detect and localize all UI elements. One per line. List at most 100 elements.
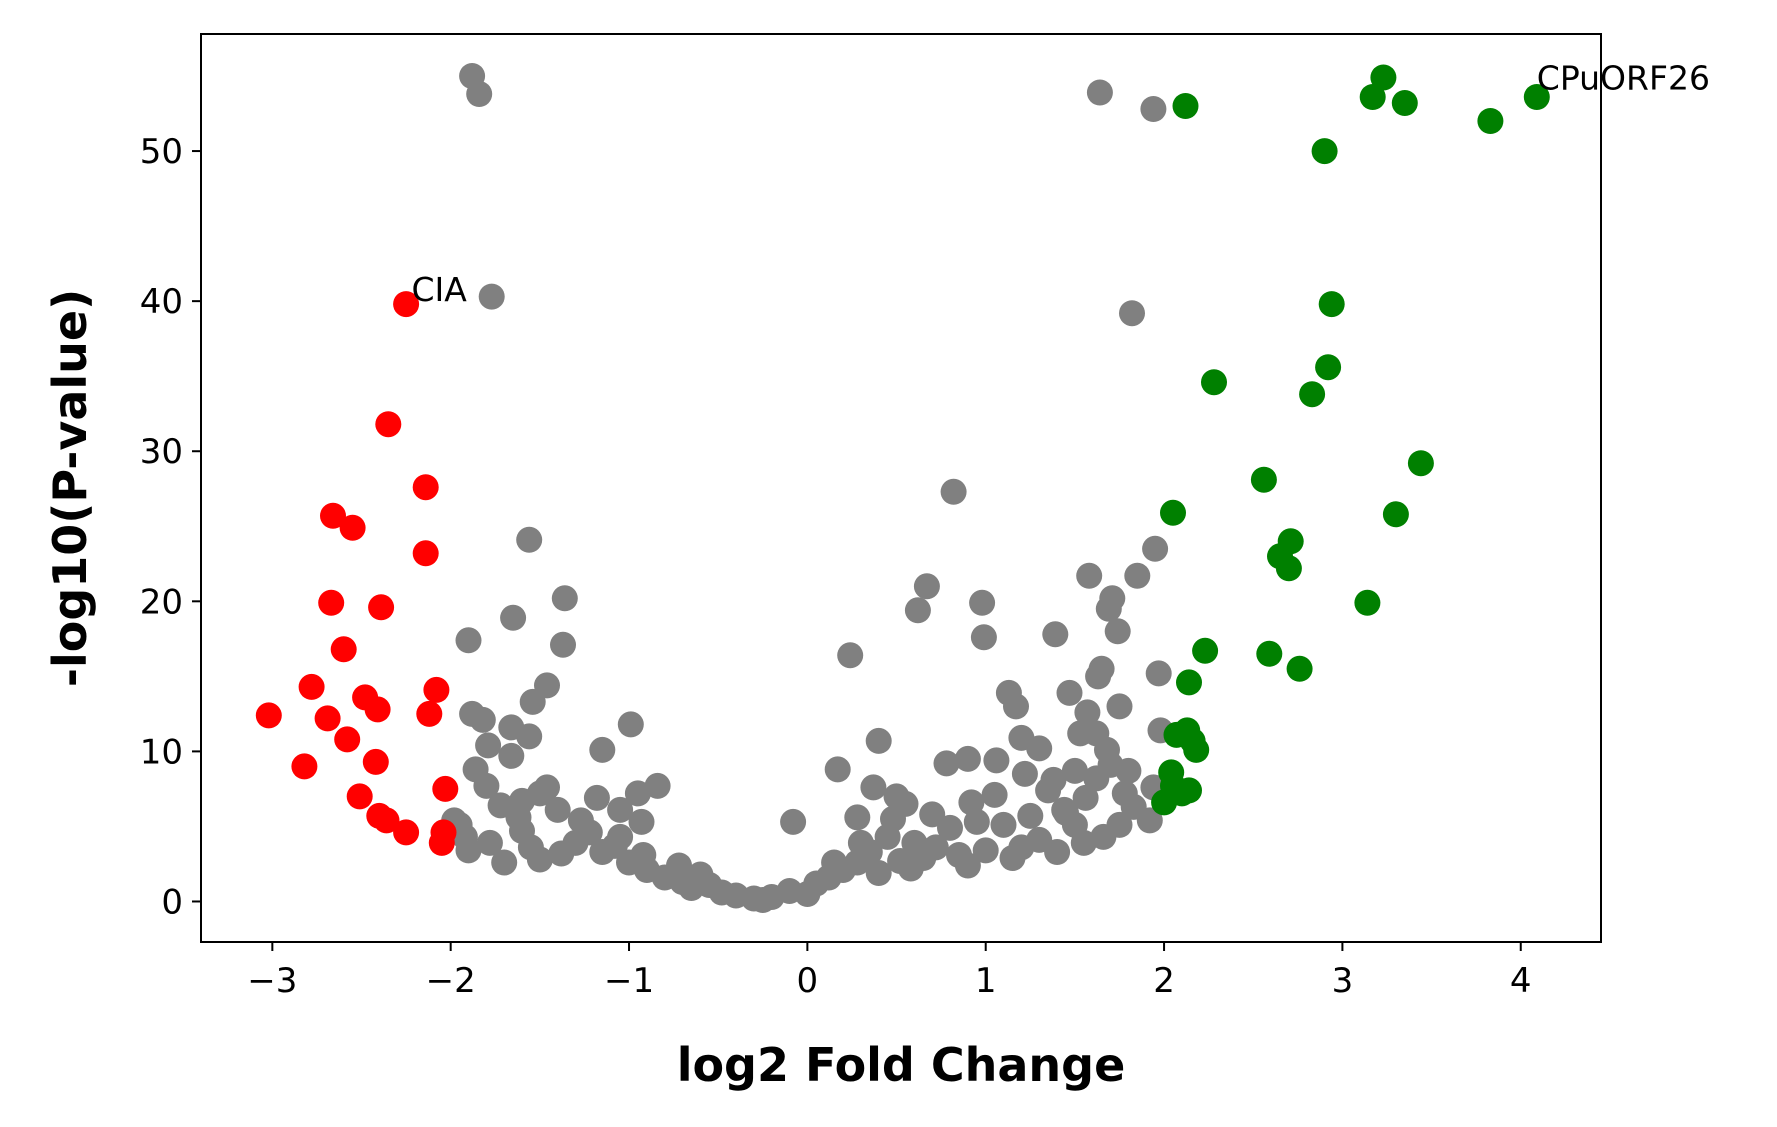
data-point <box>517 834 544 861</box>
data-point <box>1090 823 1117 850</box>
data-point <box>1085 663 1112 690</box>
y-tick-label: 10 <box>140 732 183 772</box>
y-axis-label: -log10(P-value) <box>43 289 97 687</box>
x-tick-label: 2 <box>1153 961 1175 1001</box>
data-point <box>1042 621 1069 648</box>
data-point <box>937 814 963 841</box>
data-point <box>416 700 443 727</box>
x-tick-label: −1 <box>604 961 654 1001</box>
plot-frame <box>200 33 1602 943</box>
data-point <box>972 837 999 864</box>
data-point <box>1140 96 1167 122</box>
point-annotation: CPuORF26 <box>1537 59 1710 98</box>
data-point <box>498 714 525 741</box>
data-point <box>880 805 906 832</box>
series-down-regulated <box>255 291 459 856</box>
data-point <box>1076 562 1103 589</box>
data-point <box>1160 499 1186 526</box>
data-point <box>958 789 985 816</box>
data-point <box>330 636 357 663</box>
x-axis: −3 −2 −1 0 1 2 3 4 <box>247 942 1532 1001</box>
data-point <box>1074 699 1101 726</box>
data-point <box>1286 655 1313 682</box>
data-point <box>1315 354 1342 381</box>
data-point <box>1053 799 1079 826</box>
data-point <box>678 875 705 901</box>
data-point <box>1072 784 1099 811</box>
data-point <box>617 711 644 738</box>
data-point <box>498 742 525 769</box>
data-point <box>628 808 655 835</box>
data-point <box>1145 660 1172 687</box>
x-tick-label: −2 <box>426 961 476 1001</box>
data-point <box>940 478 967 505</box>
data-point <box>318 589 345 616</box>
data-point <box>1011 760 1038 787</box>
data-point <box>1172 93 1199 119</box>
series-not-significant <box>441 63 1174 913</box>
data-point <box>314 705 341 732</box>
data-point <box>339 514 366 541</box>
data-point <box>1311 138 1338 165</box>
data-point <box>749 887 776 913</box>
data-point <box>412 540 439 567</box>
data-point <box>1083 765 1110 792</box>
data-point <box>375 411 402 438</box>
data-point <box>1176 777 1202 804</box>
data-point <box>1407 450 1434 477</box>
data-point <box>519 688 546 715</box>
data-point <box>346 783 373 810</box>
data-point <box>1111 780 1138 807</box>
y-tick-label: 0 <box>161 882 183 922</box>
data-point <box>904 597 931 624</box>
data-point <box>1035 777 1062 804</box>
data-point <box>255 702 282 729</box>
data-point <box>1523 84 1550 110</box>
data-point <box>368 594 395 621</box>
data-point <box>1151 789 1178 816</box>
data-point <box>1104 618 1131 645</box>
data-point <box>1095 595 1122 622</box>
data-point <box>466 81 493 107</box>
data-point <box>1256 640 1283 667</box>
data-point <box>1354 589 1381 616</box>
data-point <box>1183 736 1210 763</box>
data-point <box>393 819 420 846</box>
data-point <box>865 860 892 886</box>
point-annotation: CIA <box>411 270 467 309</box>
data-point <box>1061 757 1088 784</box>
data-point <box>1070 829 1097 856</box>
data-point <box>794 881 821 907</box>
series-up-regulated <box>1151 64 1550 816</box>
data-points-layer <box>255 63 1550 913</box>
data-point <box>583 784 610 811</box>
data-point <box>291 753 318 780</box>
data-point <box>1142 535 1169 562</box>
data-point <box>412 474 439 501</box>
data-point <box>475 732 502 759</box>
data-point <box>1124 562 1151 589</box>
data-point <box>1017 802 1044 829</box>
data-point <box>516 526 543 553</box>
data-point <box>1391 90 1418 116</box>
data-point <box>860 774 887 801</box>
y-axis: 0 10 20 30 40 50 <box>140 132 201 922</box>
data-point <box>1003 693 1029 720</box>
data-point <box>476 829 503 856</box>
data-point <box>1299 381 1326 408</box>
data-point <box>362 748 389 775</box>
data-point <box>455 627 482 654</box>
data-point <box>933 750 960 777</box>
data-point <box>624 780 651 807</box>
data-point <box>1275 555 1302 582</box>
data-point <box>589 736 616 763</box>
data-point <box>1119 300 1145 327</box>
data-point <box>897 855 924 882</box>
data-point <box>491 849 518 876</box>
data-point <box>607 796 634 823</box>
y-tick-label: 40 <box>140 282 183 322</box>
data-point <box>1086 79 1113 106</box>
data-point <box>708 879 735 906</box>
